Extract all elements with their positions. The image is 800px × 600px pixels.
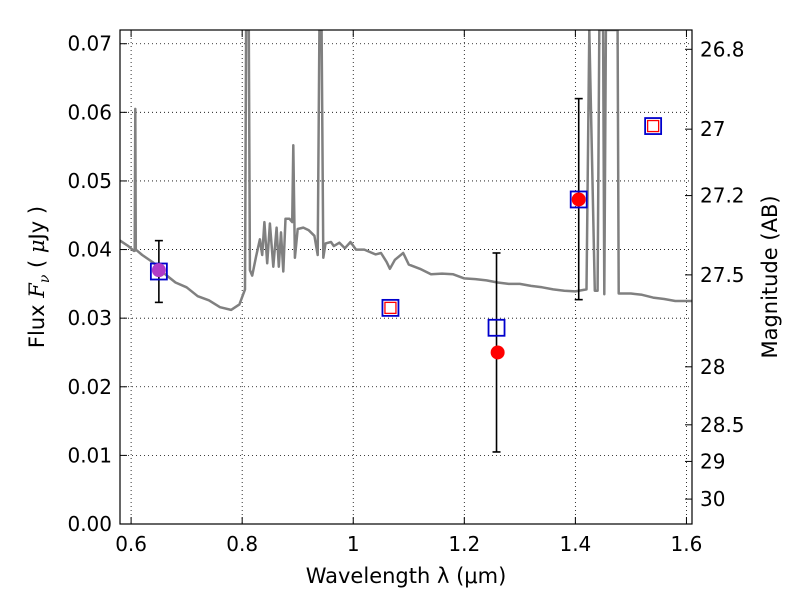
model-sed-line: [120, 30, 692, 312]
y-tick-label: 0.06: [67, 100, 112, 124]
x-tick-label: 1: [347, 532, 360, 556]
model-point: [571, 192, 586, 207]
magnitude-tick-label: 27.5: [700, 263, 745, 287]
observed-point: [644, 117, 663, 135]
magnitude-tick-label: 26.8: [700, 37, 745, 61]
y-axis-label-part: ν: [37, 274, 53, 283]
y-tick-label: 0.02: [67, 375, 112, 399]
y-axis-label-part: F: [25, 282, 49, 299]
magnitude-tick-label: 28: [700, 355, 725, 379]
magnitude-tick-label: 28.5: [700, 413, 745, 437]
model-point: [151, 263, 166, 278]
y-tick-label: 0.00: [67, 512, 112, 536]
x-tick-label: 0.8: [226, 532, 258, 556]
x-axis-ticks: 0.6 0.8 1 1.2 1.4 1.6: [115, 30, 702, 556]
magnitude-tick-label: 29: [700, 449, 725, 473]
x-axis-label: Wavelength λ (μm): [306, 564, 507, 588]
y-axis-label-part: Flux: [25, 298, 49, 348]
magnitude-tick-label: 27.2: [700, 184, 745, 208]
y-axis-label-part: (: [25, 253, 49, 275]
y-axis-label-part: Jy ): [25, 206, 49, 242]
x-tick-label: 1.2: [448, 532, 480, 556]
x-tick-label: 1.4: [559, 532, 591, 556]
model-point: [490, 345, 505, 360]
y-axis-label-part: μ: [25, 239, 49, 253]
magnitude-tick-label: 30: [700, 487, 725, 511]
magnitude-axis-ticks: 26.8 27 27.2 27.5 28 28.5 29 30: [685, 37, 745, 511]
observed-point: [381, 298, 400, 317]
x-tick-label: 0.6: [115, 532, 147, 556]
y-axis-label: Flux Fν ( μJy ): [25, 206, 53, 348]
y-tick-label: 0.01: [67, 443, 112, 467]
model-point: [646, 119, 660, 133]
observed-point: [487, 318, 506, 337]
y-tick-label: 0.03: [67, 306, 112, 330]
y-tick-label: 0.07: [67, 32, 112, 56]
y-tick-label: 0.04: [67, 238, 112, 262]
plot-frame: [119, 29, 693, 525]
model-point: [384, 301, 397, 315]
magnitude-tick-label: 27: [700, 117, 725, 141]
y-tick-label: 0.05: [67, 169, 112, 193]
y-axis-ticks: 0.00 0.01 0.02 0.03 0.04 0.05 0.06 0.07: [67, 32, 127, 536]
x-tick-label: 1.6: [671, 532, 703, 556]
magnitude-axis-label: Magnitude (AB): [758, 195, 782, 358]
observed-point: [569, 190, 588, 209]
